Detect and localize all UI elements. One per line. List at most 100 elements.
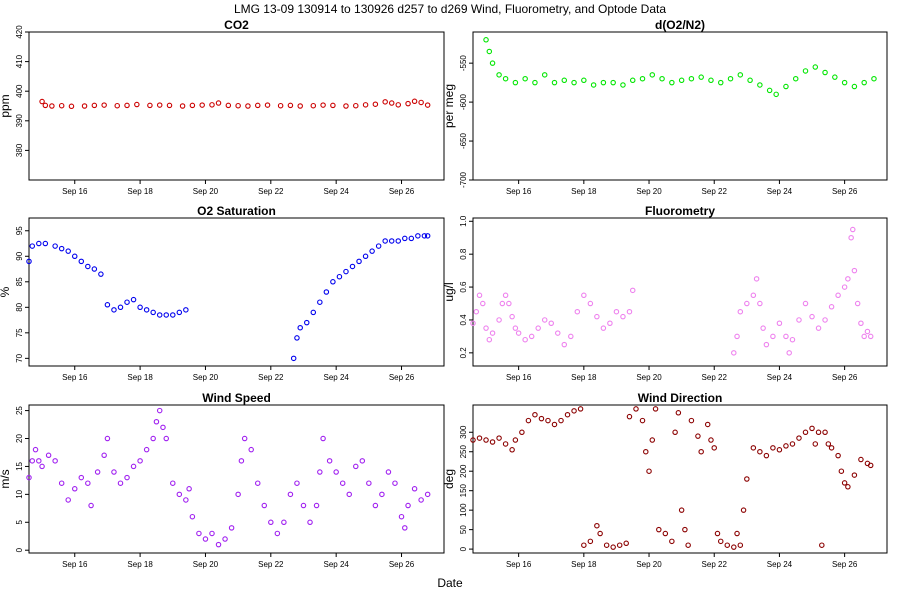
wspd-data-point <box>326 458 333 464</box>
wspd-data-point <box>254 480 261 486</box>
wdir-data-point <box>812 441 819 447</box>
o2sat-data-point <box>356 258 362 265</box>
co2-data-point <box>424 102 431 108</box>
wspd-data-point <box>248 446 254 453</box>
co2-x-tick-label: Sep 20 <box>193 187 219 196</box>
wdir-data-point <box>809 425 815 432</box>
co2-data-point <box>101 102 107 108</box>
wdir-data-point <box>470 437 476 443</box>
o2sat-data-point <box>369 248 375 254</box>
wdir-data-point <box>551 421 558 428</box>
wspd-data-point <box>111 469 117 475</box>
fluor-data-point <box>763 341 770 348</box>
wdir-data-point <box>776 447 783 453</box>
do2n2-data-point <box>822 69 828 76</box>
o2sat-data-point <box>65 248 71 254</box>
co2-y-axis-label: ppm <box>0 94 12 117</box>
wspd-data-point <box>36 458 42 464</box>
o2sat-data-point <box>111 307 117 313</box>
fluor-data-point <box>626 308 633 315</box>
fluor-y-tick-label: 1.0 <box>459 215 468 227</box>
wdir-data-point <box>502 441 509 447</box>
wdir-data-point <box>750 445 757 451</box>
co2-data-point <box>42 102 49 109</box>
fluor-data-point <box>848 234 854 241</box>
fluor-data-point <box>548 320 554 326</box>
o2sat-data-point <box>343 268 349 275</box>
co2-data-point <box>91 102 98 109</box>
wspd-x-tick-label: Sep 20 <box>193 560 219 569</box>
o2sat-data-point <box>85 263 91 270</box>
co2-data-point <box>189 102 196 109</box>
o2sat-data-point <box>375 243 382 249</box>
o2sat-data-point <box>156 312 163 318</box>
do2n2-x-tick-label: Sep 20 <box>636 187 662 196</box>
wspd-data-point <box>392 480 398 486</box>
wdir-data-point <box>633 406 639 412</box>
co2-data-point <box>179 103 186 109</box>
do2n2-data-point <box>532 79 538 86</box>
co2-data-point <box>264 102 271 108</box>
wdir-data-point <box>789 441 796 447</box>
wspd-data-point <box>150 435 156 442</box>
wdir-data-point <box>675 410 682 416</box>
fluor-data-point <box>480 300 486 307</box>
wdir-y-tick-label: 0 <box>459 546 468 551</box>
wspd-data-point <box>294 480 300 486</box>
fluor-data-point <box>522 336 528 343</box>
wspd-x-tick-label: Sep 16 <box>62 560 88 569</box>
o2sat-data-point <box>150 309 156 316</box>
fluor-data-point <box>483 325 489 331</box>
wspd-data-point <box>353 463 359 470</box>
wdir-data-point <box>717 538 724 545</box>
fluor-data-point <box>607 320 613 326</box>
wdir-data-point <box>519 429 525 436</box>
do2n2-x-tick-label: Sep 24 <box>767 187 793 196</box>
co2-data-point <box>418 99 424 106</box>
wdir-data-point <box>796 435 802 441</box>
wdir-y-tick-label: 250 <box>459 445 468 459</box>
co2-data-point <box>388 100 395 106</box>
wdir-data-point <box>841 480 848 486</box>
o2sat-y-tick-label: 85 <box>15 277 24 286</box>
do2n2-data-point <box>678 77 685 84</box>
co2-data-point <box>68 103 75 110</box>
wspd-y-tick-label: 25 <box>15 406 24 415</box>
wspd-data-point <box>88 502 94 509</box>
wspd-data-point <box>372 502 379 509</box>
o2sat-data-point <box>42 240 49 247</box>
co2-data-point <box>147 102 153 109</box>
co2-data-point <box>225 102 232 109</box>
o2sat-data-point <box>310 309 317 316</box>
o2sat-data-point <box>330 279 336 285</box>
fluor-data-point <box>757 300 763 307</box>
wdir-x-tick-label: Sep 22 <box>702 560 728 569</box>
wdir-data-point <box>652 406 659 412</box>
do2n2-data-point <box>629 77 636 84</box>
fluor-data-point <box>809 313 815 320</box>
wdir-data-point <box>731 544 737 550</box>
wdir-data-point <box>509 447 515 453</box>
co2-data-point <box>411 98 418 105</box>
wdir-data-point <box>571 408 577 414</box>
fluor-data-point <box>476 292 483 299</box>
fluor-data-point <box>620 313 626 320</box>
wspd-y-tick-label: 20 <box>15 434 24 443</box>
co2-data-point <box>297 103 303 109</box>
o2sat-data-point <box>52 243 58 249</box>
fluor-data-point <box>506 300 512 307</box>
wspd-data-point <box>317 469 323 475</box>
wdir-data-point <box>649 437 656 443</box>
wspd-data-point <box>176 491 183 498</box>
do2n2-data-point <box>688 75 695 82</box>
fluor-data-point <box>850 226 856 233</box>
do2n2-title: d(O2/N2) <box>655 18 705 32</box>
wspd-data-point <box>71 486 78 492</box>
wspd-data-point <box>379 491 385 498</box>
fluor-data-point <box>574 308 581 315</box>
o2sat-x-tick-label: Sep 20 <box>193 373 219 382</box>
wdir-data-point <box>476 435 483 441</box>
wdir-data-point <box>737 542 744 548</box>
wspd-data-point <box>58 480 65 486</box>
